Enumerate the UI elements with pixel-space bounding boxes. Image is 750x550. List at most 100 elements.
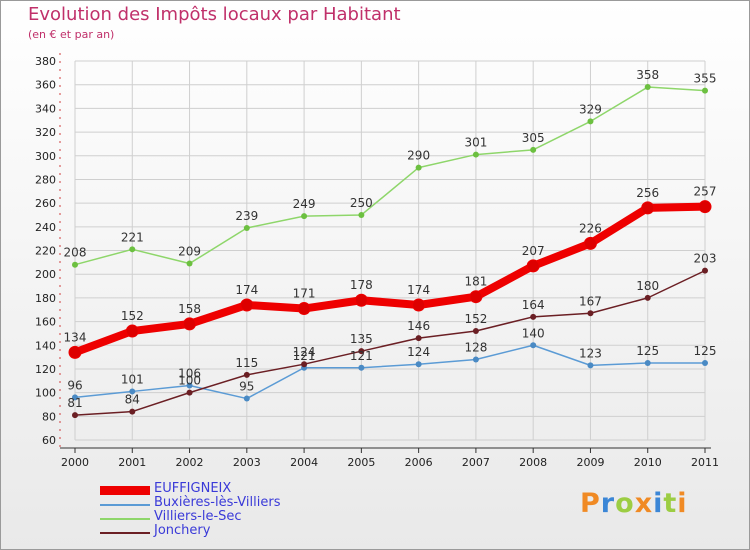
x-tick-label: 2001 <box>118 456 146 469</box>
data-point <box>415 335 422 342</box>
y-tick-label: 320 <box>35 126 56 139</box>
data-point <box>415 164 422 171</box>
data-point <box>186 389 193 396</box>
data-label: 135 <box>350 332 373 346</box>
data-point <box>472 328 479 335</box>
data-label: 152 <box>464 312 487 326</box>
data-point <box>412 298 426 312</box>
data-point <box>641 201 655 215</box>
data-point <box>186 382 193 389</box>
y-tick-label: 380 <box>35 55 56 68</box>
data-label: 355 <box>694 72 717 86</box>
data-label: 121 <box>350 349 373 363</box>
data-point <box>297 302 311 316</box>
y-tick-label: 340 <box>35 102 56 115</box>
y-tick-label: 220 <box>35 245 56 258</box>
data-point <box>644 294 651 301</box>
x-tick-label: 2004 <box>290 456 318 469</box>
data-point <box>526 259 540 273</box>
data-label: 257 <box>694 185 717 199</box>
x-tick-label: 2008 <box>519 456 547 469</box>
legend-swatch-buxieres <box>100 504 150 506</box>
data-label: 140 <box>522 326 545 340</box>
y-tick-label: 260 <box>35 197 56 210</box>
data-label: 125 <box>694 344 717 358</box>
data-point <box>530 342 537 349</box>
data-label: 106 <box>178 367 201 381</box>
data-point <box>702 267 708 274</box>
data-label: 207 <box>522 244 545 258</box>
x-tick-label: 2007 <box>462 456 490 469</box>
chart-subtitle: (en € et par an) <box>28 28 115 41</box>
logo-letter: P <box>580 488 601 519</box>
data-point <box>243 371 250 378</box>
data-label: 221 <box>121 230 144 244</box>
logo-letter: x <box>634 488 654 519</box>
data-point <box>301 361 308 368</box>
data-point <box>240 298 254 312</box>
data-label: 180 <box>636 279 659 293</box>
y-tick-label: 100 <box>35 387 56 400</box>
logo-letter: i <box>677 488 688 519</box>
logo-letter: t <box>663 488 678 519</box>
data-label: 124 <box>407 345 430 359</box>
data-point <box>354 293 368 307</box>
x-tick-label: 2000 <box>61 456 89 469</box>
series-line <box>74 344 705 400</box>
data-point <box>72 261 78 268</box>
data-point <box>587 118 594 125</box>
logo-letter: r <box>600 488 616 519</box>
y-tick-label: 300 <box>35 150 56 163</box>
data-label: 181 <box>464 275 487 289</box>
data-point <box>415 361 422 368</box>
data-label: 167 <box>579 294 602 308</box>
legend-label-euffigneix: EUFFIGNEIX <box>154 481 232 496</box>
legend-label-buxieres: Buxières-lès-Villiers <box>154 495 281 510</box>
legend-label-villiers: Villiers-le-Sec <box>154 509 242 524</box>
y-tick-label: 60 <box>42 434 56 447</box>
data-point <box>358 211 365 218</box>
data-label: 121 <box>293 349 316 363</box>
data-point <box>68 345 82 359</box>
data-label: 158 <box>178 302 201 316</box>
data-label: 100 <box>178 374 201 388</box>
data-label: 152 <box>121 309 144 323</box>
x-tick-label: 2005 <box>347 456 375 469</box>
data-label: 203 <box>694 252 717 266</box>
data-point <box>301 213 308 220</box>
x-tick-label: 2011 <box>691 456 719 469</box>
data-label: 358 <box>636 68 659 82</box>
data-label: 164 <box>522 298 545 312</box>
data-label: 123 <box>579 346 602 360</box>
data-point <box>587 362 594 369</box>
data-label: 329 <box>579 102 602 116</box>
y-tick-label: 160 <box>35 316 56 329</box>
y-tick-label: 80 <box>42 410 56 423</box>
y-tick-label: 140 <box>35 339 56 352</box>
data-point <box>358 364 365 371</box>
data-point <box>243 224 250 231</box>
data-label: 124 <box>293 345 316 359</box>
series-line <box>74 86 706 266</box>
data-label: 81 <box>67 396 82 410</box>
data-point <box>129 246 136 253</box>
legend-label-jonchery: Jonchery <box>154 523 211 538</box>
data-point <box>530 313 537 320</box>
data-point <box>644 84 651 91</box>
data-label: 301 <box>464 136 487 150</box>
series-line <box>73 202 706 357</box>
data-point <box>698 200 712 214</box>
data-label: 95 <box>239 380 254 394</box>
x-tick-label: 2010 <box>634 456 662 469</box>
data-label: 84 <box>125 393 140 407</box>
data-point <box>183 317 197 331</box>
chart-title: Evolution des Impôts locaux par Habitant <box>28 4 401 25</box>
data-point <box>125 324 139 338</box>
data-label: 115 <box>235 356 258 370</box>
data-label: 226 <box>579 221 602 235</box>
data-point <box>358 348 365 355</box>
data-point <box>530 146 537 153</box>
data-label: 134 <box>64 330 87 344</box>
x-tick-label: 2009 <box>576 456 604 469</box>
